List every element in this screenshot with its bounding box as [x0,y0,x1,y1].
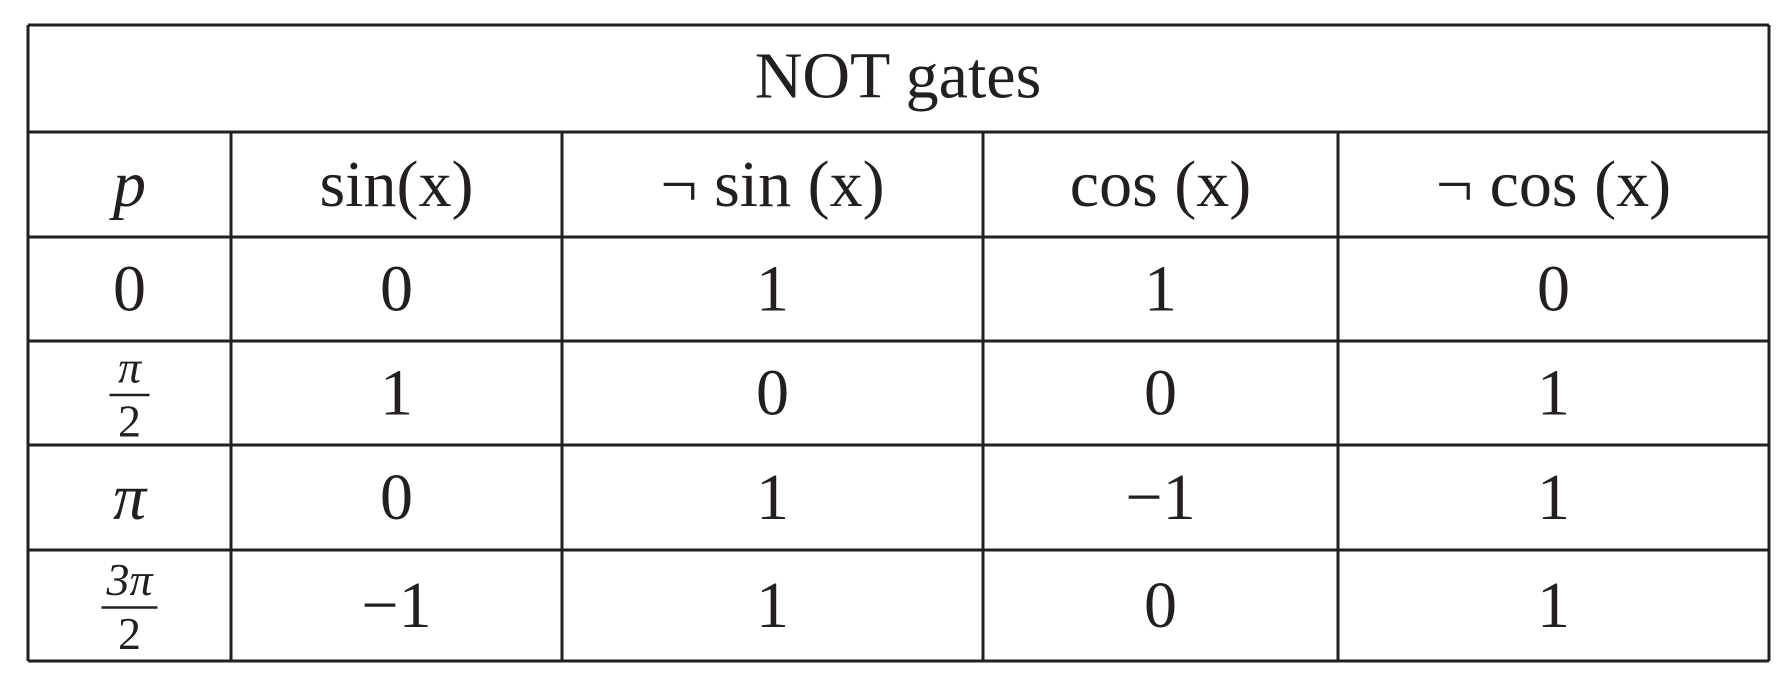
fraction-numerator: π [118,342,143,393]
cell: 1 [1144,253,1177,326]
cell: 0 [1144,357,1177,430]
cell: 1 [380,357,413,430]
fraction-denominator: 2 [118,396,141,447]
cell: −1 [361,569,431,642]
cell: 0 [380,461,413,534]
cell: 0 [756,357,789,430]
cell: 0 [1537,253,1570,326]
header-cell: p [109,148,146,221]
header-cell: ¬ sin (x) [660,148,884,221]
cell: 1 [756,569,789,642]
header-cell: cos (x) [1070,148,1251,221]
cell: 1 [756,253,789,326]
cell: 1 [1537,569,1570,642]
cell: 0 [380,253,413,326]
header-cell: ¬ cos (x) [1436,148,1671,221]
cell: 1 [1537,357,1570,430]
table-title: NOT gates [755,40,1042,113]
cell: 1 [756,461,789,534]
header-cell: sin(x) [320,148,474,221]
cell: π [113,461,148,534]
cell: 1 [1537,461,1570,534]
cell: 0 [1144,569,1177,642]
fraction-denominator: 2 [118,608,141,659]
cell: 0 [113,253,146,326]
cell: −1 [1125,461,1195,534]
fraction-numerator: 3π [105,554,154,605]
